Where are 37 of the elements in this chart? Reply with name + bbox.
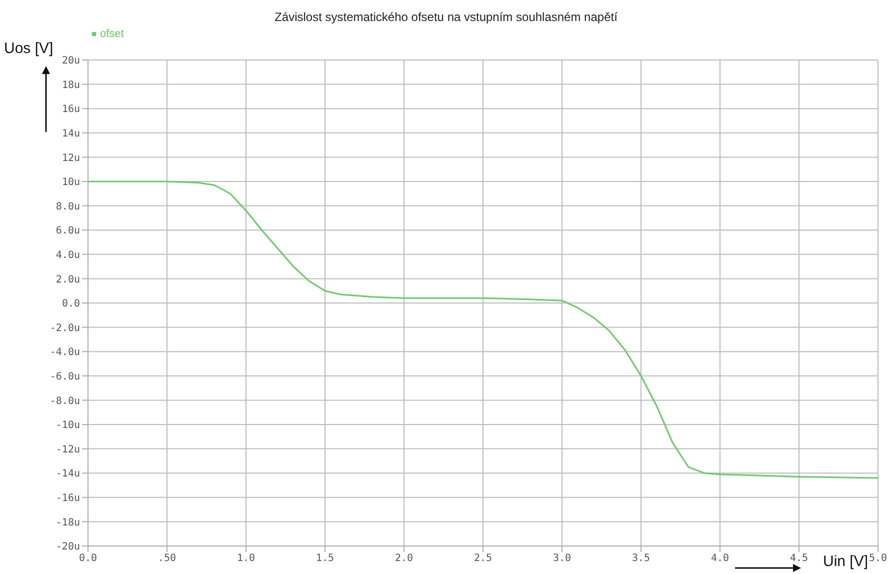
y-tick-label: 14u [62,128,80,140]
x-tick-label: 5.0 [868,553,888,564]
x-tick-label: 4.5 [790,553,808,564]
y-tick-label: -2.0u [50,322,80,334]
y-tick-label: 18u [62,80,80,91]
y-tick-label: -10u [56,420,80,432]
y-tick-label: -16u [56,492,80,504]
y-tick-label: -4.0u [50,347,80,358]
y-tick-label: 6.0u [56,226,80,237]
y-tick-label: -6.0u [50,371,80,382]
y-tick-label: -8.0u [50,396,80,407]
y-tick-label: 4.0u [56,250,80,261]
y-tick-label: -12u [56,444,80,456]
x-tick-label: 2.5 [474,553,492,564]
x-axis-title: Uin [V] [823,553,868,570]
x-tick-label: 1.5 [316,553,334,564]
y-tick-label: 20u [62,56,80,67]
x-tick-label: 1.0 [236,553,256,564]
y-tick-label: -18u [56,517,80,528]
y-tick-label: -14u [56,468,80,480]
y-tick-label: 0.0 [62,298,80,310]
x-tick-label: 0.0 [78,553,98,564]
y-tick-label: 12u [62,152,80,164]
legend-label: ofset [99,28,124,40]
y-tick-label: 8.0u [56,201,80,212]
x-tick-label: 3.5 [632,553,650,564]
y-tick-label: 10u [62,177,80,188]
x-tick-label: 2.0 [394,553,414,564]
x-tick-label: .50 [158,553,176,564]
line-series [88,180,878,479]
chart-title: Závislost systematického ofsetu na vstupním souhlasném napětí [274,10,618,24]
y-axis-title: Uos [V] [4,40,54,57]
y-tick-label: 16u [62,104,80,116]
x-tick-label: 4.0 [710,553,730,564]
y-tick-label: 2.0u [56,274,80,286]
x-tick-label: 3.0 [552,553,572,564]
y-tick-label: -20u [56,542,80,553]
